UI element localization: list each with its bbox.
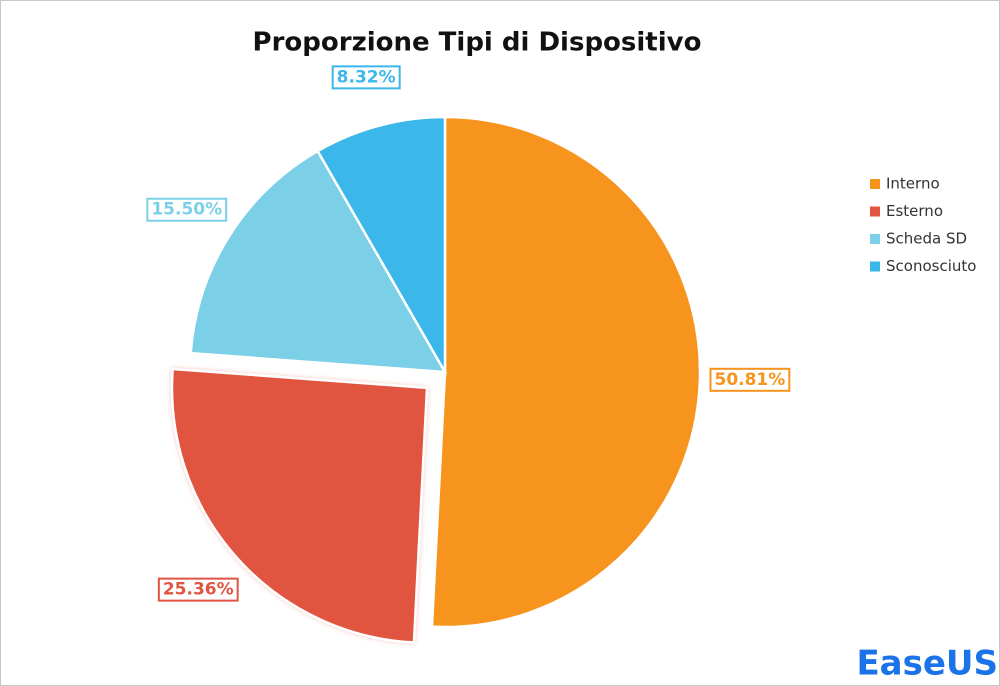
legend-swatch xyxy=(870,234,880,244)
data-label: 25.36% xyxy=(163,580,234,600)
pie-slice xyxy=(189,149,448,374)
legend-swatch xyxy=(870,179,880,189)
data-label-box xyxy=(146,197,228,222)
legend-swatch xyxy=(870,261,880,272)
pie-slice xyxy=(315,115,447,377)
legend-swatch xyxy=(870,206,880,217)
legend-label: Sconosciuto xyxy=(886,257,976,275)
pie-slice xyxy=(430,115,702,629)
data-label: 8.32% xyxy=(337,67,396,87)
data-label: 15.50% xyxy=(151,200,222,220)
legend-label: Interno xyxy=(886,175,940,193)
legend-label: Scheda SD xyxy=(886,230,967,248)
data-label-box xyxy=(709,367,791,392)
data-label-box xyxy=(331,65,401,90)
pie-slice xyxy=(170,367,429,644)
logo: EaseUS xyxy=(856,644,998,684)
data-label-box xyxy=(157,577,239,602)
legend-label: Esterno xyxy=(886,202,943,220)
data-label: 50.81% xyxy=(714,370,785,390)
chart-title: Proporzione Tipi di Dispositivo xyxy=(253,28,702,58)
